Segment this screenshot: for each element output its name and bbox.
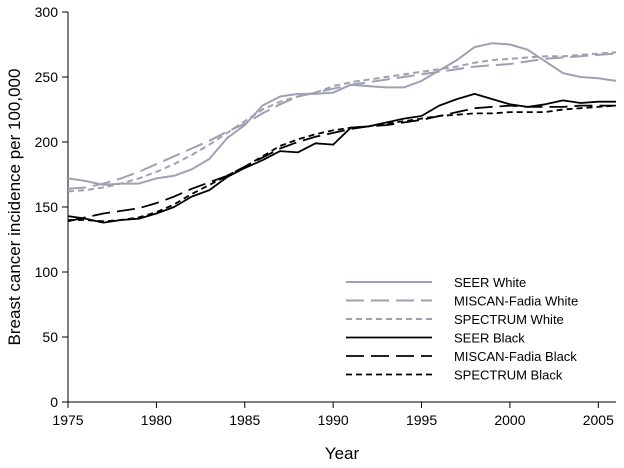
x-tick-label: 2000 xyxy=(494,412,525,428)
x-tick-label: 1975 xyxy=(52,412,83,428)
y-tick-label: 150 xyxy=(35,199,59,215)
legend-label: SEER White xyxy=(454,275,526,290)
y-tick-label: 300 xyxy=(35,4,59,20)
y-tick-label: 250 xyxy=(35,69,59,85)
legend-label: SEER Black xyxy=(454,331,525,346)
series-lines xyxy=(67,42,617,224)
y-tick-label: 200 xyxy=(35,134,59,150)
legend-label: SPECTRUM White xyxy=(454,312,564,327)
legend-label: MISCAN-Fadia White xyxy=(454,294,578,309)
x-tick-label: 2005 xyxy=(583,412,614,428)
x-tick-label: 1990 xyxy=(318,412,349,428)
y-tick-label: 50 xyxy=(42,329,58,345)
legend-label: SPECTRUM Black xyxy=(454,368,563,383)
y-tick-label: 0 xyxy=(50,394,58,410)
y-axis-title: Breast cancer incidence per 100,000 xyxy=(5,69,24,346)
series-line-spectrum-black xyxy=(68,104,617,223)
axes xyxy=(67,12,616,403)
series-line-seer-white xyxy=(67,42,617,186)
x-tick-label: 1995 xyxy=(406,412,437,428)
x-axis-title: Year xyxy=(325,444,360,463)
series-line-seer-black xyxy=(67,93,616,224)
legend: SEER White MISCAN-Fadia White SPECTRUM Whi… xyxy=(346,275,578,383)
series-line-miscan-fadia-black xyxy=(67,104,616,223)
series-line-miscan-fadia-white xyxy=(67,52,617,190)
x-tick-label: 1980 xyxy=(141,412,172,428)
ticks: 0 50 100 150 200 250 300 1975 1980 1985 1990 1995 20… xyxy=(35,4,614,428)
series-line-spectrum-white xyxy=(67,51,617,193)
y-tick-label: 100 xyxy=(35,264,59,280)
legend-label: MISCAN-Fadia Black xyxy=(454,349,577,364)
x-tick-label: 1985 xyxy=(229,412,260,428)
